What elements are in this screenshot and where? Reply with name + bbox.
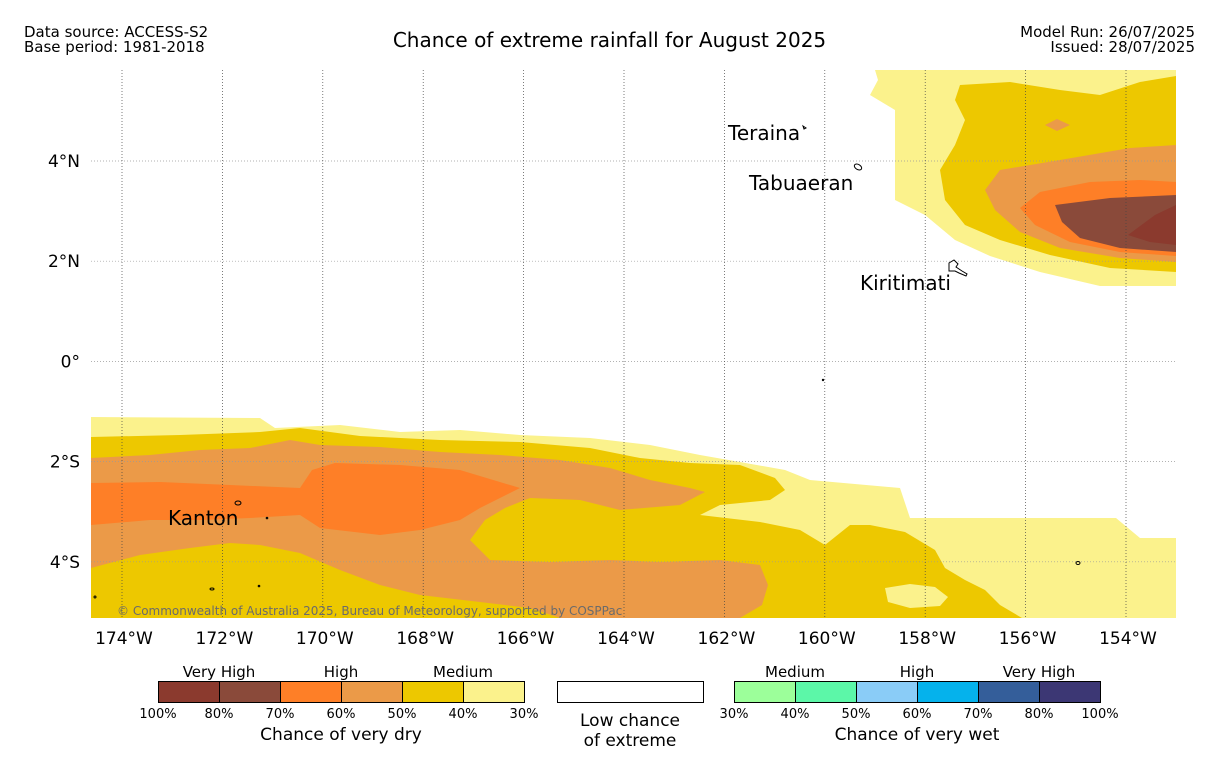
island-dot-6	[1075, 561, 1081, 565]
island-kiritimati	[948, 259, 968, 277]
rainfall-map: 4°N 2°N 0° 2°S 4°S 174°W 172°W 170°W 168°W 166°W…	[48, 70, 1176, 649]
legend-wet-tick: 60%	[902, 707, 932, 722]
dry-40-patch-se	[885, 584, 948, 608]
lon-tick-label: 162°W	[698, 629, 756, 649]
place-label-kiritimati: Kiritimati	[860, 271, 951, 295]
legend-dry-tick: 70%	[265, 707, 295, 722]
legend-wet-tick: 50%	[841, 707, 871, 722]
legend-dry-tick: 100%	[139, 707, 177, 722]
legend-wet-tick: 80%	[1024, 707, 1054, 722]
lon-tick-label: 174°W	[95, 629, 153, 649]
legend-dry-swatch	[402, 681, 464, 703]
island-dot-4	[93, 595, 97, 599]
island-dot-1	[265, 516, 269, 520]
lon-tick-label: 170°W	[296, 629, 354, 649]
legend-dry-tick: 30%	[509, 707, 539, 722]
legend-wet-swatch	[978, 681, 1040, 703]
lon-tick-label: 168°W	[396, 629, 454, 649]
longitude-axis: 174°W 172°W 170°W 168°W 166°W 164°W 162°W 160°W…	[95, 629, 1157, 649]
legend-wet-caption: Chance of very wet	[834, 725, 1000, 745]
legend-dry-cat-high: High	[323, 663, 359, 681]
map-fill-layer	[91, 70, 1176, 618]
base-period-label: Base period: 1981-2018	[24, 38, 205, 56]
dry-50-patch-ne	[1045, 119, 1070, 131]
island-teraina	[802, 124, 807, 130]
legend-dry-tick: 40%	[448, 707, 478, 722]
dry-70-region-sw	[91, 463, 520, 535]
issued-label: Issued: 28/07/2025	[1050, 38, 1195, 56]
map-title: Chance of extreme rainfall for August 20…	[392, 28, 827, 52]
island-dot-3	[257, 584, 261, 588]
legend-dry-swatch	[463, 681, 525, 703]
legend-wet-swatch	[856, 681, 918, 703]
islands	[93, 124, 1081, 599]
legend-dry-tick: 60%	[326, 707, 356, 722]
legend-dry-tick: 50%	[387, 707, 417, 722]
legend-wet-swatch	[917, 681, 979, 703]
legend-low-swatch	[557, 681, 704, 703]
lon-tick-label: 166°W	[497, 629, 555, 649]
island-dot-2	[209, 587, 215, 591]
island-kanton	[234, 500, 242, 506]
copyright-notice: © Commonwealth of Australia 2025, Bureau…	[117, 604, 622, 618]
lat-tick-label: 4°N	[48, 152, 80, 172]
place-label-teraina: Teraina	[727, 121, 800, 145]
legend-wet-tick: 30%	[719, 707, 749, 722]
place-label-tabuaeran: Tabuaeran	[748, 171, 853, 195]
latitude-axis: 4°N 2°N 0° 2°S 4°S	[48, 152, 80, 573]
legend-dry-swatch	[158, 681, 220, 703]
legend-dry-swatch	[341, 681, 403, 703]
island-dot-5	[821, 378, 825, 382]
dry-90-region-ne	[1128, 205, 1176, 245]
legend-wet-tick: 100%	[1081, 707, 1119, 722]
legend-dry-swatch	[219, 681, 281, 703]
legend-dry-cat-very-high: Very High	[182, 663, 256, 681]
legend-wet-swatch	[734, 681, 796, 703]
legend-wet-swatch	[795, 681, 857, 703]
data-source-label: Data source: ACCESS-S2	[24, 23, 209, 41]
place-label-kanton: Kanton	[168, 506, 238, 530]
lat-tick-label: 2°N	[48, 252, 80, 272]
legend-wet-tick: 40%	[780, 707, 810, 722]
legend-wet-cat-high: High	[899, 663, 935, 681]
legend-dry-swatch	[280, 681, 342, 703]
lat-tick-label: 2°S	[50, 453, 80, 473]
map-gridlines	[91, 70, 1176, 618]
lon-tick-label: 172°W	[196, 629, 254, 649]
lon-tick-label: 160°W	[798, 629, 856, 649]
legend-low-caption-line1: Low chance	[580, 711, 680, 731]
lon-tick-label: 158°W	[898, 629, 956, 649]
model-run-label: Model Run: 26/07/2025	[1020, 23, 1195, 41]
legend-dry-caption: Chance of very dry	[260, 725, 422, 745]
lat-tick-label: 4°S	[50, 553, 80, 573]
lon-tick-label: 156°W	[999, 629, 1057, 649]
legend-wet-tick: 70%	[963, 707, 993, 722]
lat-tick-label: 0°	[61, 352, 80, 372]
legend-dry-cat-medium: Medium	[433, 663, 493, 681]
island-tabuaeran	[853, 163, 863, 171]
legend-dry-tick: 80%	[204, 707, 234, 722]
lon-tick-label: 164°W	[597, 629, 655, 649]
lon-tick-label: 154°W	[1099, 629, 1157, 649]
legend-low-caption-line2: of extreme	[583, 731, 677, 751]
legend-wet-cat-very-high: Very High	[1002, 663, 1076, 681]
legend-wet-cat-medium: Medium	[765, 663, 825, 681]
legend-wet-swatch	[1039, 681, 1101, 703]
